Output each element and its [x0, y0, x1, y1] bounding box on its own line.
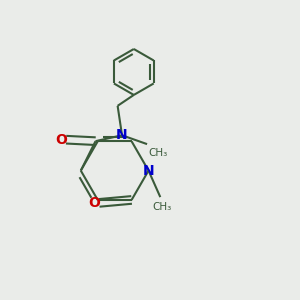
- Text: N: N: [116, 128, 128, 142]
- Text: O: O: [88, 196, 100, 210]
- Text: CH₃: CH₃: [152, 202, 171, 212]
- Text: N: N: [143, 164, 154, 178]
- Text: O: O: [55, 133, 67, 147]
- Text: CH₃: CH₃: [148, 148, 168, 158]
